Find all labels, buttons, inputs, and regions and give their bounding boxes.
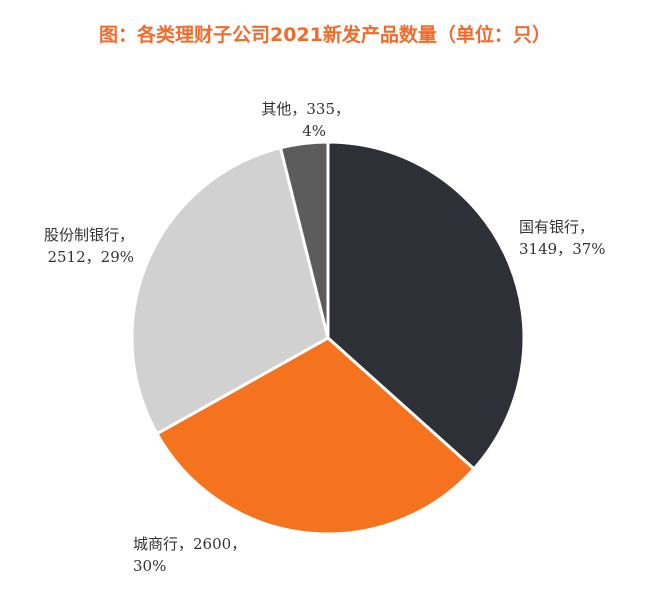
slice-label-name: 其他， bbox=[261, 100, 306, 118]
slice-label-value: 3149， bbox=[519, 240, 572, 258]
slice-label-value: 335， bbox=[306, 100, 350, 118]
pie-slice-2 bbox=[155, 336, 476, 536]
pie-slice-4 bbox=[278, 140, 330, 340]
slice-label-3: 股份制银行， 2512，29% bbox=[44, 226, 134, 266]
pie-slice-3 bbox=[130, 146, 330, 436]
slice-label-pct: 29% bbox=[101, 248, 134, 266]
slice-label-pct: 4% bbox=[302, 122, 326, 140]
slice-label-2: 城商行，2600， 30% bbox=[133, 535, 246, 575]
slice-label-value: 2512， bbox=[47, 248, 100, 266]
chart-title: 图：各类理财子公司2021新发产品数量（单位：只） bbox=[99, 24, 551, 46]
slice-label-name: 城商行， bbox=[133, 535, 193, 553]
slice-label-name: 股份制银行， bbox=[44, 226, 134, 244]
slice-label-value: 2600， bbox=[193, 535, 246, 553]
slice-label-1: 国有银行， 3149，37% bbox=[519, 218, 606, 258]
pie-slice-1 bbox=[326, 140, 526, 471]
slice-label-pct: 30% bbox=[133, 557, 166, 575]
slice-label-4: 其他，335， 4% bbox=[261, 100, 350, 140]
slice-label-name: 国有银行， bbox=[519, 218, 594, 236]
slice-label-pct: 37% bbox=[572, 240, 605, 258]
